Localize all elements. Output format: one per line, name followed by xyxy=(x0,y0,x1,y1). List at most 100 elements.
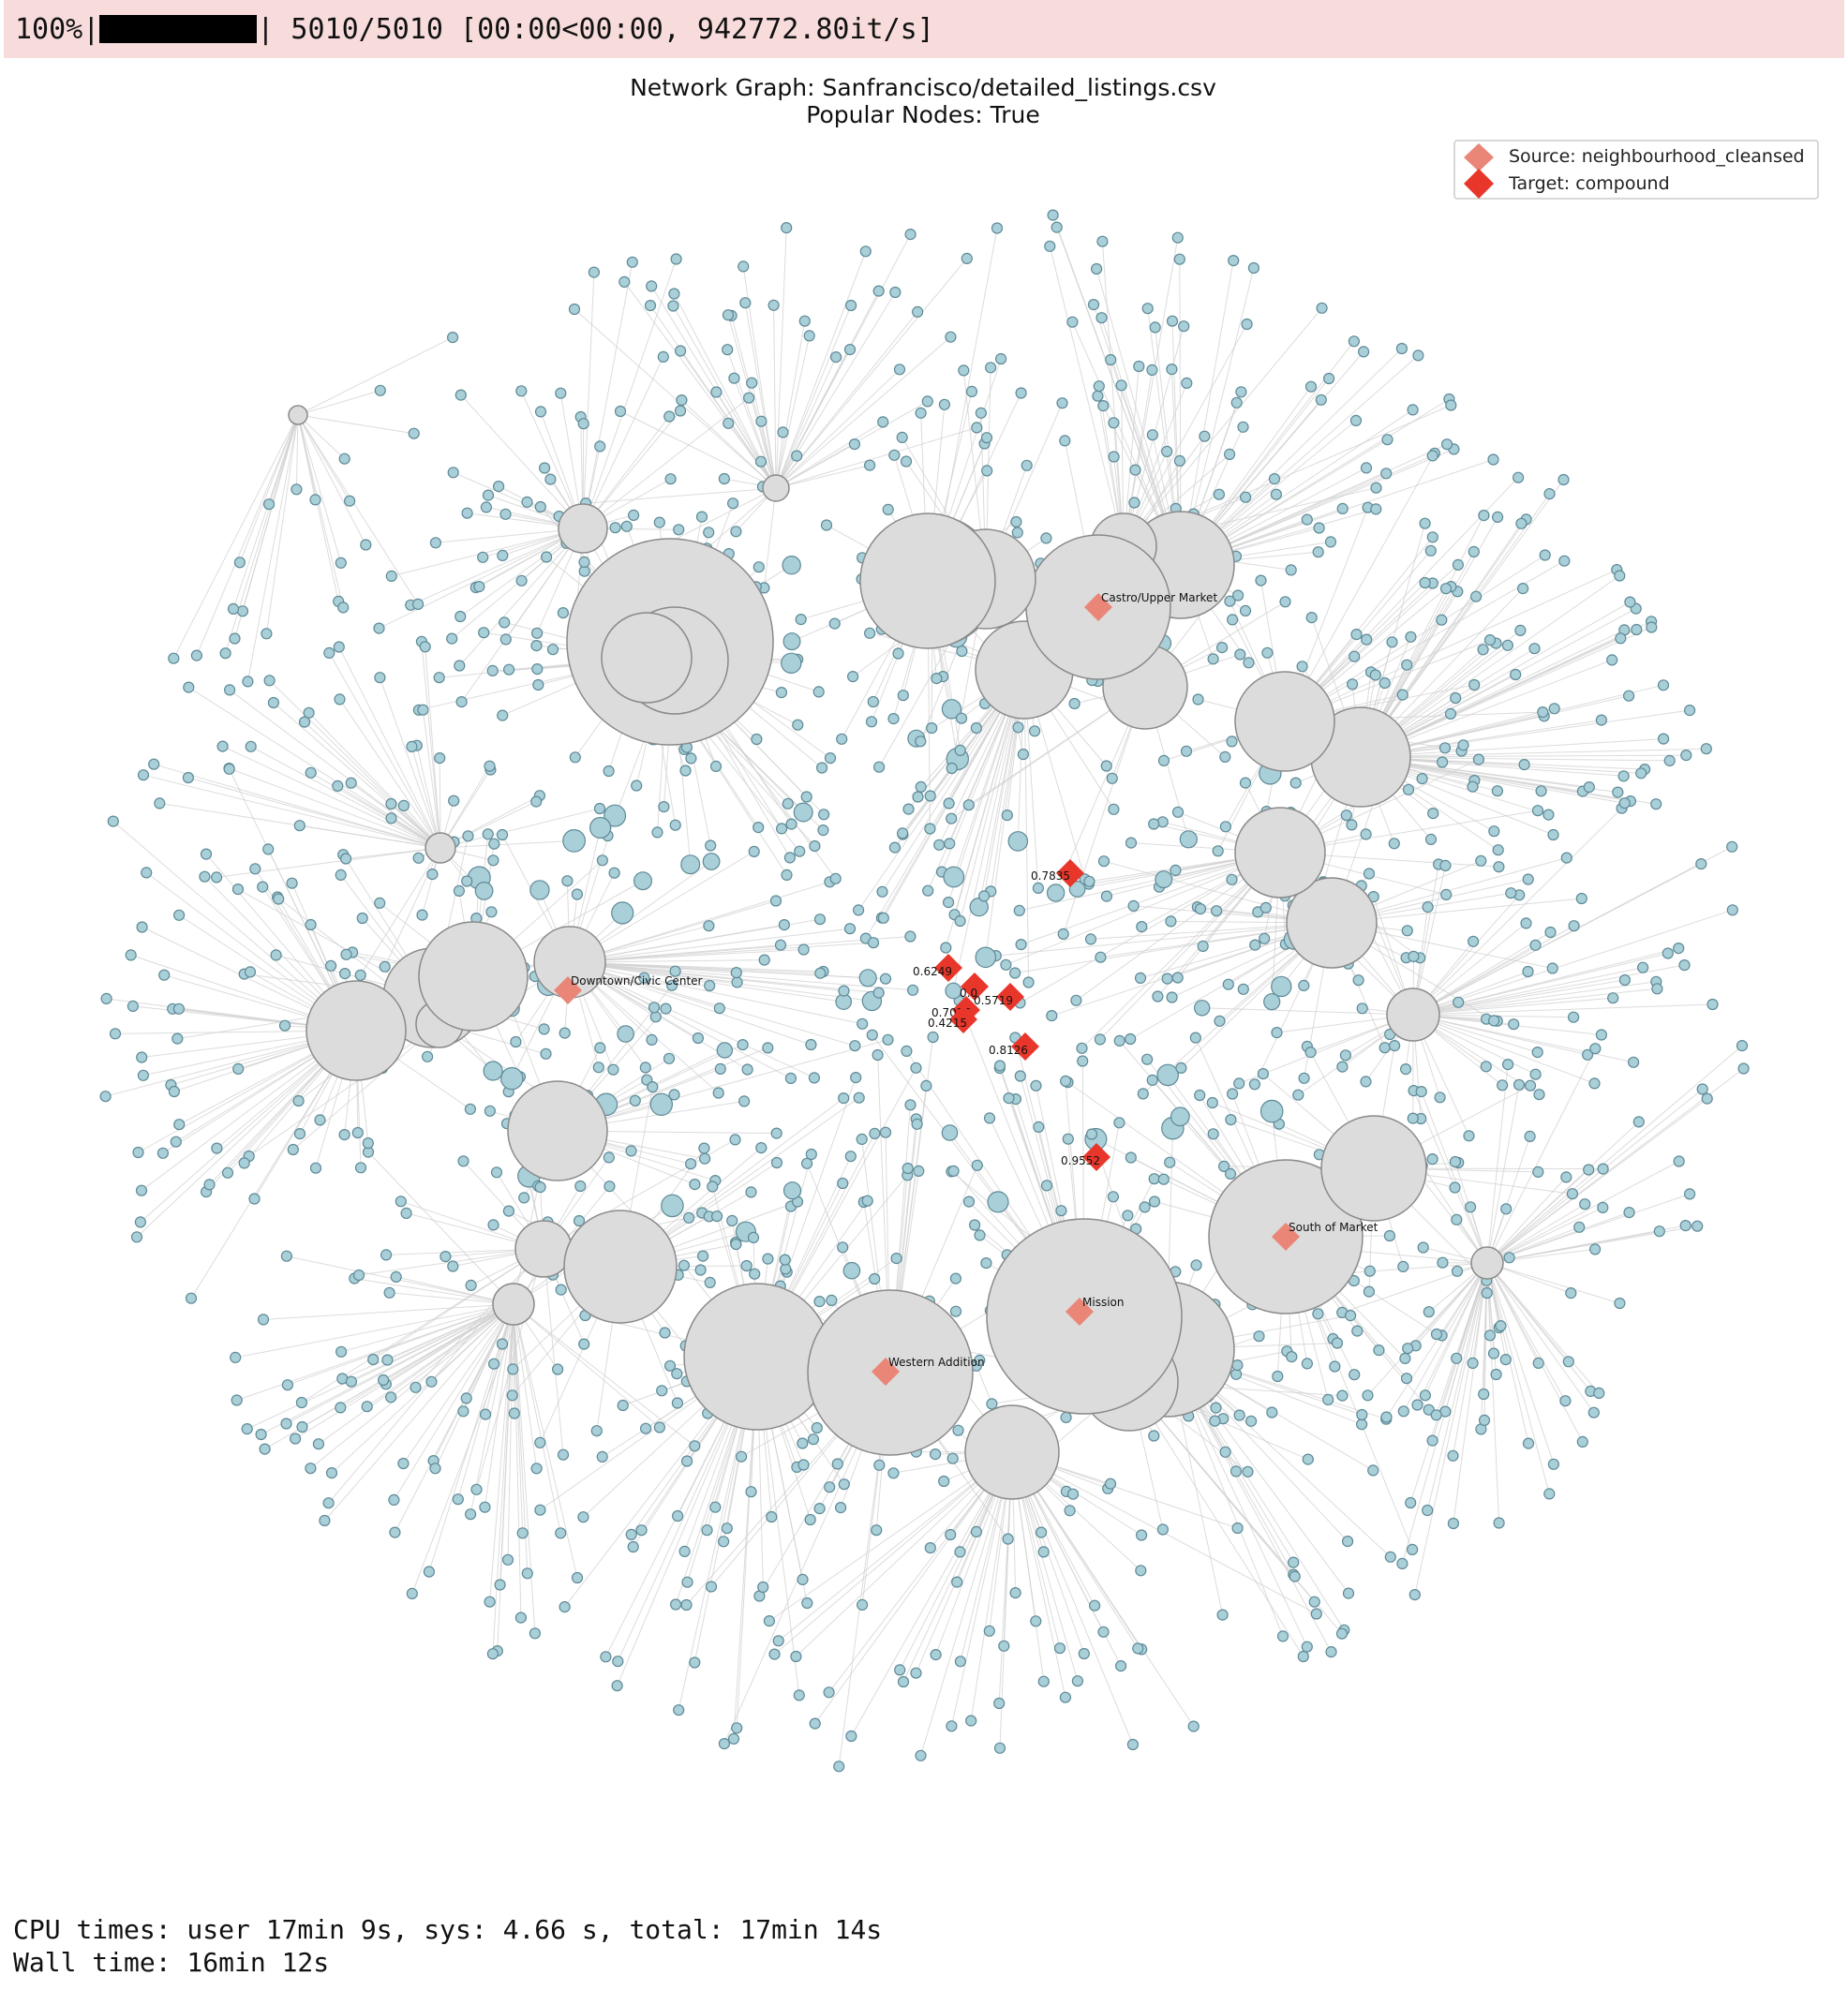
leaf-node xyxy=(454,660,466,672)
leaf-node xyxy=(1233,1077,1245,1090)
leaf-node xyxy=(1573,1221,1586,1233)
leaf-node xyxy=(748,845,760,858)
leaf-node xyxy=(1422,1504,1434,1517)
leaf-node xyxy=(1271,975,1292,998)
leaf-node xyxy=(1349,1369,1361,1381)
leaf-node xyxy=(1128,497,1140,509)
leaf-node xyxy=(416,909,428,921)
leaf-node xyxy=(374,384,386,396)
leaf-node xyxy=(1673,942,1685,955)
graph-edge xyxy=(1360,748,1706,758)
leaf-node xyxy=(490,1166,503,1179)
leaf-node xyxy=(1146,429,1159,441)
leaf-node xyxy=(462,830,474,842)
leaf-node xyxy=(663,1052,676,1064)
leaf-node xyxy=(1520,917,1532,929)
leaf-node xyxy=(141,867,153,879)
leaf-node xyxy=(946,1720,958,1732)
leaf-node xyxy=(385,797,397,810)
leaf-node xyxy=(747,1231,760,1244)
leaf-node xyxy=(931,672,943,685)
leaf-node xyxy=(1426,1434,1438,1447)
leaf-node xyxy=(745,1486,757,1498)
leaf-node xyxy=(838,985,850,997)
leaf-node xyxy=(924,1541,936,1554)
leaf-node xyxy=(714,1062,726,1076)
leaf-node xyxy=(1078,1647,1090,1660)
leaf-node xyxy=(659,1327,671,1339)
leaf-node xyxy=(943,797,955,809)
leaf-node xyxy=(1171,231,1184,244)
leaf-node xyxy=(1108,451,1120,463)
leaf-node xyxy=(1259,932,1271,944)
leaf-node xyxy=(1094,1033,1107,1046)
leaf-node xyxy=(612,1656,624,1668)
leaf-node xyxy=(334,693,346,705)
leaf-node xyxy=(751,733,763,746)
target-label-6: 0.8126 xyxy=(989,1044,1028,1057)
leaf-node xyxy=(1529,1068,1542,1080)
leaf-node xyxy=(257,881,269,893)
hub-node-31 xyxy=(601,612,693,704)
hub-node-7 xyxy=(514,1220,573,1278)
leaf-node xyxy=(1495,1319,1507,1332)
leaf-node xyxy=(1215,641,1229,654)
leaf-node xyxy=(980,1256,992,1270)
leaf-node xyxy=(653,516,665,528)
leaf-node xyxy=(958,364,970,377)
leaf-node xyxy=(1228,255,1240,267)
leaf-node xyxy=(592,1062,604,1074)
leaf-node xyxy=(257,1314,270,1326)
leaf-node xyxy=(1589,1043,1602,1055)
graph-edge xyxy=(1444,1262,1488,1412)
leaf-node xyxy=(726,498,739,510)
leaf-node xyxy=(627,1540,639,1553)
leaf-node xyxy=(1583,780,1595,794)
graph-edge xyxy=(673,293,777,489)
leaf-node xyxy=(1673,1155,1685,1167)
source-label-1: Downtown/Civic Center xyxy=(571,974,703,988)
leaf-node xyxy=(804,1513,816,1526)
leaf-node xyxy=(671,1509,684,1522)
leaf-node xyxy=(892,647,904,660)
leaf-node xyxy=(578,1338,590,1350)
leaf-node xyxy=(731,1722,743,1734)
leaf-node xyxy=(1247,261,1260,275)
leaf-node xyxy=(901,1045,913,1058)
graph-edge xyxy=(715,392,777,489)
leaf-node xyxy=(695,511,708,523)
leaf-node xyxy=(775,686,788,699)
leaf-node xyxy=(639,1062,651,1074)
leaf-node xyxy=(544,473,557,485)
leaf-node xyxy=(1148,1430,1160,1442)
leaf-node xyxy=(367,1353,380,1366)
graph-edge xyxy=(188,687,441,849)
leaf-node xyxy=(942,896,955,909)
leaf-node xyxy=(1009,1586,1021,1599)
leaf-node xyxy=(385,1391,397,1404)
leaf-node xyxy=(546,644,559,656)
leaf-node xyxy=(620,520,633,532)
leaf-node xyxy=(423,1566,435,1578)
leaf-node xyxy=(863,459,876,471)
leaf-node xyxy=(815,762,828,774)
leaf-node xyxy=(1612,786,1624,798)
leaf-node xyxy=(501,1553,514,1566)
graph-edge xyxy=(1412,979,1625,1016)
leaf-node xyxy=(911,1118,923,1130)
leaf-node xyxy=(1192,693,1204,705)
leaf-node xyxy=(530,1463,543,1475)
graph-edge xyxy=(297,390,380,416)
leaf-node xyxy=(1217,1160,1230,1173)
leaf-node xyxy=(1279,596,1291,608)
leaf-node xyxy=(1408,950,1420,963)
leaf-node xyxy=(1013,904,1025,917)
leaf-node xyxy=(1113,1117,1125,1129)
leaf-node xyxy=(1312,546,1324,558)
leaf-node xyxy=(829,872,842,884)
leaf-node xyxy=(952,1424,964,1436)
leaf-node xyxy=(1022,976,1035,988)
leaf-node xyxy=(782,632,801,651)
graph-edge xyxy=(1006,852,1281,966)
leaf-node xyxy=(551,1363,564,1375)
